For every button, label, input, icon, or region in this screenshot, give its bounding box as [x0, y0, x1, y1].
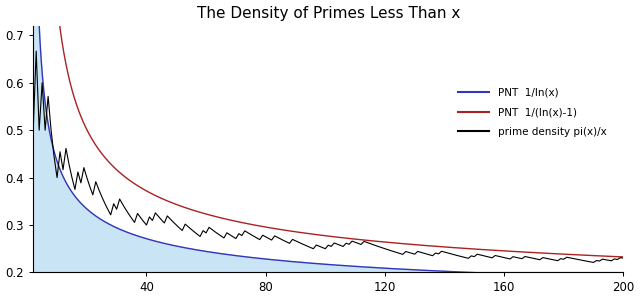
Title: The Density of Primes Less Than x: The Density of Primes Less Than x [196, 6, 460, 21]
Legend: PNT  1/ln(x), PNT  1/(ln(x)-1), prime density pi(x)/x: PNT 1/ln(x), PNT 1/(ln(x)-1), prime dens… [458, 88, 606, 136]
